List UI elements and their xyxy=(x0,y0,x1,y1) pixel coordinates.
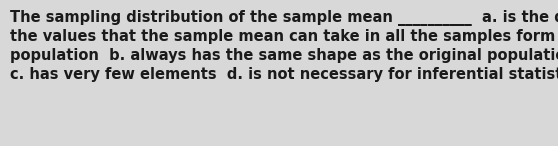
Text: c. has very few elements  d. is not necessary for inferential statistics: c. has very few elements d. is not neces… xyxy=(10,67,558,82)
Text: population  b. always has the same shape as the original population distribution: population b. always has the same shape … xyxy=(10,48,558,63)
Text: The sampling distribution of the sample mean __________  a. is the distribution : The sampling distribution of the sample … xyxy=(10,10,558,26)
Text: the values that the sample mean can take in all the samples form a given: the values that the sample mean can take… xyxy=(10,29,558,44)
